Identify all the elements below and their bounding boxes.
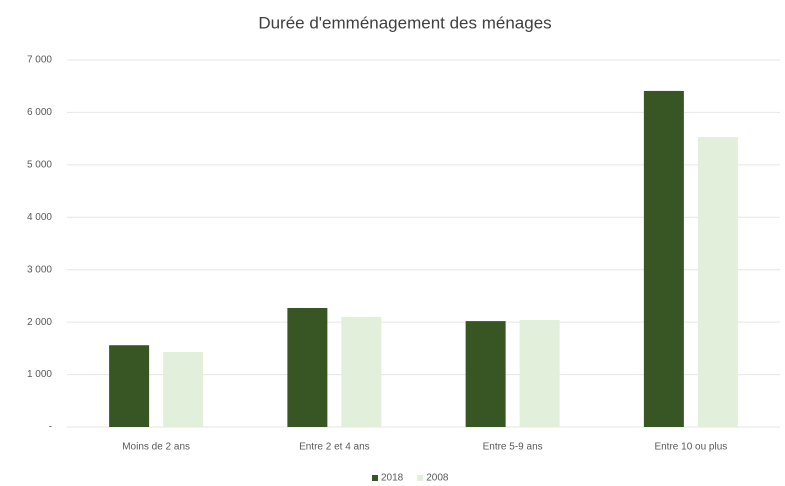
bar: [341, 316, 382, 427]
bar: [697, 137, 738, 427]
bar: [287, 307, 328, 427]
legend-label: 2008: [426, 473, 449, 484]
x-tick-label: Entre 5-9 ans: [483, 442, 543, 453]
x-tick-label: Moins de 2 ans: [122, 442, 190, 453]
bar: [465, 321, 506, 427]
legend-swatch: [417, 475, 424, 481]
y-tick-label: 1 000: [27, 369, 52, 380]
x-tick-label: Entre 2 et 4 ans: [299, 442, 370, 453]
legend-label: 2018: [381, 473, 404, 484]
bar: [109, 345, 150, 427]
y-tick-label: 6 000: [27, 107, 52, 118]
bar: [643, 90, 684, 427]
bar: [519, 320, 560, 427]
y-tick-label: -: [49, 422, 52, 433]
y-tick-label: 3 000: [27, 264, 52, 275]
legend-swatch: [372, 475, 378, 481]
y-tick-label: 5 000: [27, 159, 52, 170]
y-tick-label: 2 000: [27, 317, 52, 328]
y-tick-label: 4 000: [27, 212, 52, 223]
chart-title: Durée d'emménagement des ménages: [258, 13, 551, 32]
y-tick-label: 7 000: [27, 55, 52, 66]
x-tick-label: Entre 10 ou plus: [654, 442, 727, 453]
bar: [163, 352, 204, 427]
